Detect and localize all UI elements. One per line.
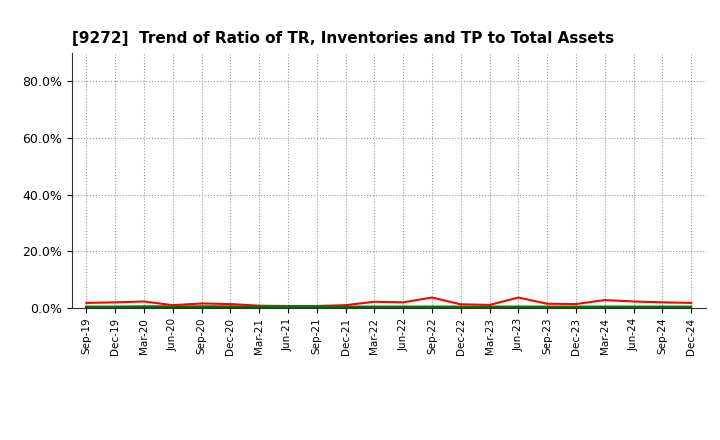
Inventories	[82, 304, 91, 310]
Inventories	[284, 304, 292, 310]
Trade Receivables	[140, 299, 148, 304]
Trade Receivables	[255, 303, 264, 308]
Inventories	[370, 304, 379, 310]
Trade Receivables	[341, 303, 350, 308]
Inventories	[399, 304, 408, 310]
Trade Receivables	[226, 301, 235, 307]
Trade Receivables	[168, 303, 177, 308]
Trade Receivables	[370, 299, 379, 304]
Inventories	[168, 304, 177, 310]
Trade Payables	[82, 304, 91, 309]
Trade Payables	[600, 304, 609, 309]
Trade Receivables	[600, 297, 609, 303]
Trade Receivables	[197, 301, 206, 306]
Trade Receivables	[543, 301, 552, 306]
Inventories	[687, 304, 696, 310]
Trade Payables	[514, 304, 523, 309]
Trade Receivables	[428, 295, 436, 300]
Trade Payables	[140, 304, 148, 309]
Inventories	[514, 304, 523, 310]
Inventories	[658, 304, 667, 310]
Trade Payables	[485, 304, 494, 309]
Trade Payables	[341, 304, 350, 309]
Inventories	[111, 304, 120, 310]
Line: Trade Receivables: Trade Receivables	[86, 297, 691, 306]
Trade Payables	[312, 304, 321, 309]
Trade Receivables	[284, 303, 292, 308]
Trade Payables	[572, 304, 580, 309]
Inventories	[572, 304, 580, 310]
Trade Payables	[428, 304, 436, 309]
Trade Receivables	[399, 300, 408, 305]
Trade Receivables	[514, 295, 523, 300]
Inventories	[629, 304, 638, 310]
Inventories	[341, 304, 350, 310]
Inventories	[312, 304, 321, 310]
Inventories	[226, 304, 235, 310]
Inventories	[255, 304, 264, 310]
Trade Payables	[399, 304, 408, 309]
Inventories	[428, 304, 436, 310]
Inventories	[600, 304, 609, 310]
Trade Payables	[629, 304, 638, 309]
Trade Receivables	[485, 302, 494, 308]
Trade Receivables	[111, 300, 120, 305]
Trade Payables	[226, 304, 235, 309]
Trade Payables	[197, 304, 206, 309]
Inventories	[485, 304, 494, 310]
Trade Payables	[543, 304, 552, 309]
Trade Receivables	[312, 303, 321, 308]
Text: [9272]  Trend of Ratio of TR, Inventories and TP to Total Assets: [9272] Trend of Ratio of TR, Inventories…	[72, 31, 614, 46]
Trade Payables	[687, 304, 696, 309]
Trade Payables	[111, 304, 120, 309]
Trade Receivables	[658, 300, 667, 305]
Inventories	[456, 304, 465, 310]
Trade Receivables	[456, 302, 465, 307]
Inventories	[197, 304, 206, 310]
Trade Payables	[255, 304, 264, 309]
Trade Receivables	[687, 300, 696, 305]
Trade Receivables	[629, 299, 638, 304]
Inventories	[140, 304, 148, 310]
Trade Payables	[658, 304, 667, 309]
Trade Receivables	[572, 301, 580, 307]
Trade Payables	[168, 304, 177, 309]
Inventories	[543, 304, 552, 310]
Trade Payables	[456, 304, 465, 309]
Trade Receivables	[82, 300, 91, 305]
Trade Payables	[370, 304, 379, 309]
Trade Payables	[284, 304, 292, 309]
